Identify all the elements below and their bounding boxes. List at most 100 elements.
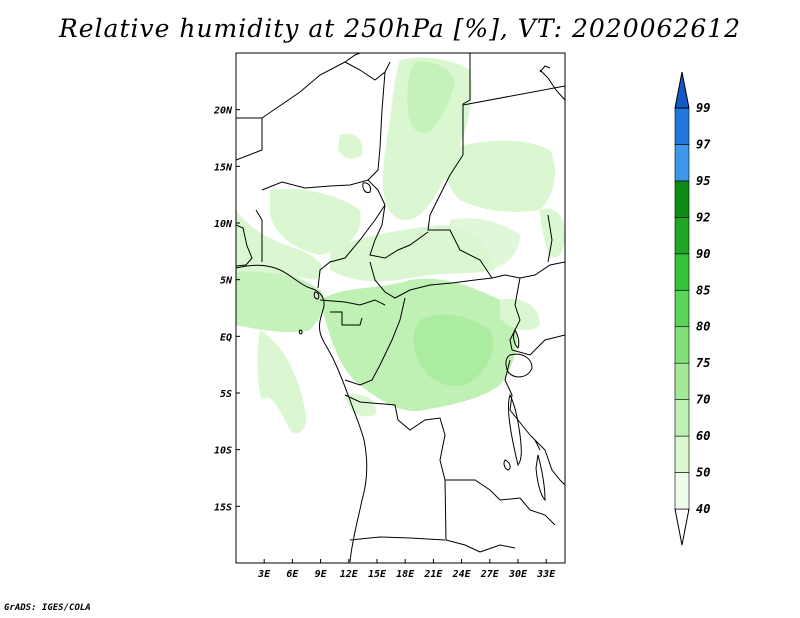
colorbar-segment — [674, 144, 690, 182]
longitude-axis: 3E 6E 9E 12E 15E 18E 21E 24E 27E 30E 33E — [257, 559, 556, 580]
colorbar-label: 90 — [696, 247, 710, 261]
colorbar-segment — [674, 472, 690, 510]
border-uganda-kenya — [511, 334, 565, 356]
border-congo-drc — [344, 297, 406, 386]
lon-tick-label: 6E — [286, 569, 299, 580]
colorbar-segment — [674, 326, 690, 364]
latitude-axis: 20N 15N 10N 5N EQ 5S 10S 15S — [213, 106, 240, 513]
border-namibia-caprivi — [444, 479, 481, 553]
grads-credit: GrADS: IGES/COLA — [4, 603, 91, 613]
border-south-sudan-east — [509, 277, 521, 351]
lat-tick-label: 15S — [214, 502, 232, 513]
lon-tick-label: 27E — [480, 569, 500, 580]
lon-tick-label: 24E — [452, 569, 472, 580]
colorbar-low-arrow — [674, 508, 690, 546]
lon-tick-label: 33E — [536, 569, 556, 580]
border-north-libya — [344, 53, 361, 63]
shading-guinea-coast — [236, 266, 325, 333]
lake-mweru — [503, 459, 511, 471]
border-ethiopia — [547, 214, 553, 263]
colorbar-label: 92 — [696, 210, 710, 224]
coastline-west-africa — [236, 264, 368, 563]
lake-malawi — [535, 454, 546, 502]
border-chad-car — [369, 204, 429, 259]
border-niger-nigeria — [261, 179, 386, 206]
border-libya-egypt — [462, 53, 471, 155]
colorbar-label: 97 — [696, 137, 711, 151]
border-egypt-sudan — [462, 85, 565, 106]
border-nigeria-cameroon — [317, 204, 386, 289]
colorbar-label: 85 — [696, 283, 710, 297]
island-bioko — [313, 291, 320, 300]
colorbar-high-arrow — [674, 71, 690, 109]
border-namibia — [349, 536, 446, 541]
lat-tick-label: EQ — [220, 332, 232, 343]
lake-tanganyika — [508, 393, 522, 467]
shading-ethiopia-edge — [540, 208, 565, 258]
map-title: Relative humidity at 250hPa [%], VT: 202… — [58, 14, 742, 43]
coastlines-and-borders — [236, 53, 565, 563]
colorbar-label: 40 — [696, 502, 710, 516]
colorbar-segment — [674, 289, 690, 328]
border-southeast — [519, 497, 556, 526]
lon-tick-label: 15E — [368, 569, 387, 580]
lon-tick-label: 3E — [257, 569, 271, 580]
shading-offshore-tongue — [257, 330, 307, 434]
colorbar-label: 75 — [696, 356, 710, 370]
lat-tick-label: 15N — [214, 162, 233, 173]
border-car-drc — [369, 261, 493, 299]
colorbar-segment — [674, 107, 690, 145]
colorbar-segment — [674, 362, 690, 400]
colorbar-segment — [674, 399, 690, 437]
lake-albert — [513, 328, 520, 349]
border-zimbabwe — [479, 544, 516, 553]
border-west-stub-2 — [255, 209, 263, 262]
shading-west-coast-light — [236, 210, 323, 280]
colorbar-label: 80 — [696, 320, 710, 334]
border-chad-sudan — [427, 154, 493, 279]
colorbar-label: 50 — [696, 466, 710, 480]
lat-tick-label: 10S — [214, 446, 232, 457]
border-lake-region — [504, 359, 531, 436]
border-gabon — [330, 311, 363, 326]
colorbar-segment — [674, 180, 690, 218]
shading-patch-sahel — [338, 133, 363, 159]
colorbar-segment — [674, 253, 690, 291]
lat-tick-label: 5N — [220, 276, 233, 287]
border-angola-zambia — [445, 479, 521, 501]
border-malawi — [534, 439, 541, 451]
colorbar-label: 95 — [696, 174, 710, 188]
border-tanzania — [529, 434, 565, 486]
border-libya-chad — [367, 71, 386, 181]
map-frame — [235, 52, 566, 564]
shading-northern-plume-core — [407, 61, 455, 134]
lon-tick-label: 18E — [396, 569, 415, 580]
coast-north-egypt — [539, 65, 551, 73]
colorbar-label: 99 — [696, 101, 710, 115]
colorbar-segment — [674, 217, 690, 255]
lat-tick-label: 5S — [220, 389, 232, 400]
border-drc-angola — [344, 394, 446, 481]
lat-tick-label: 20N — [213, 106, 233, 117]
shading-patch-angola — [345, 394, 376, 417]
lon-tick-label: 30E — [508, 569, 528, 580]
border-sudan-south-sudan — [491, 261, 565, 279]
border-west-stub-1 — [236, 224, 253, 267]
border-cameroon-congo — [319, 299, 386, 306]
lon-tick-label: 9E — [315, 569, 328, 580]
border-red-sea-coast — [539, 69, 565, 101]
colorbar-label: 60 — [696, 429, 710, 443]
shading-sudan — [443, 140, 556, 212]
border-niger-libya — [261, 61, 391, 119]
lake-chad — [362, 182, 371, 193]
shading-patch-east — [500, 298, 540, 331]
shading-congo-core — [413, 314, 494, 387]
colorbar: 40 50 60 70 75 80 85 90 92 95 97 99 — [674, 71, 711, 546]
lake-victoria — [505, 353, 533, 378]
lon-tick-label: 21E — [423, 569, 443, 580]
colorbar-segment — [674, 435, 690, 473]
shading-nigeria — [270, 188, 361, 255]
lon-tick-label: 12E — [340, 569, 359, 580]
island-sao-tome — [298, 329, 303, 335]
